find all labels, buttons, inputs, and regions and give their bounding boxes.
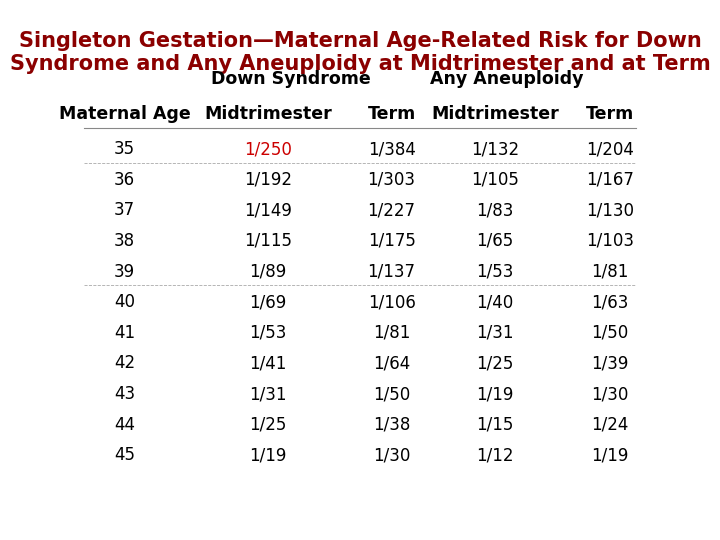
Text: 1/130: 1/130 — [586, 201, 634, 219]
Text: 1/53: 1/53 — [249, 324, 287, 342]
Text: 1/167: 1/167 — [586, 171, 634, 189]
Text: 1/250: 1/250 — [244, 140, 292, 158]
Text: 1/132: 1/132 — [471, 140, 519, 158]
Text: 1/103: 1/103 — [586, 232, 634, 250]
Text: 1/40: 1/40 — [477, 293, 513, 311]
Text: 1/64: 1/64 — [373, 354, 410, 373]
Text: 1/31: 1/31 — [249, 385, 287, 403]
Text: 1/19: 1/19 — [249, 447, 287, 464]
Text: 1/106: 1/106 — [368, 293, 415, 311]
Text: 1/115: 1/115 — [244, 232, 292, 250]
Text: 45: 45 — [114, 447, 135, 464]
Text: 43: 43 — [114, 385, 135, 403]
Text: 36: 36 — [114, 171, 135, 189]
Text: 1/81: 1/81 — [373, 324, 410, 342]
Text: 1/175: 1/175 — [368, 232, 415, 250]
Text: Singleton Gestation—Maternal Age-Related Risk for Down
Syndrome and Any Aneuploi: Singleton Gestation—Maternal Age-Related… — [9, 31, 711, 74]
Text: 1/149: 1/149 — [244, 201, 292, 219]
Text: 1/24: 1/24 — [591, 416, 629, 434]
Text: Midtrimester: Midtrimester — [431, 105, 559, 123]
Text: 1/15: 1/15 — [477, 416, 513, 434]
Text: 1/31: 1/31 — [476, 324, 514, 342]
Text: 1/41: 1/41 — [249, 354, 287, 373]
Text: 44: 44 — [114, 416, 135, 434]
Text: 1/53: 1/53 — [477, 262, 513, 281]
Text: 1/30: 1/30 — [591, 385, 629, 403]
Text: 35: 35 — [114, 140, 135, 158]
Text: 1/50: 1/50 — [591, 324, 629, 342]
Text: Maternal Age: Maternal Age — [58, 105, 190, 123]
Text: Term: Term — [367, 105, 415, 123]
Text: 40: 40 — [114, 293, 135, 311]
Text: Down Syndrome: Down Syndrome — [211, 70, 371, 88]
Text: 1/50: 1/50 — [373, 385, 410, 403]
Text: 1/83: 1/83 — [477, 201, 513, 219]
Text: 1/81: 1/81 — [591, 262, 629, 281]
Text: 39: 39 — [114, 262, 135, 281]
Text: Term: Term — [586, 105, 634, 123]
Text: 1/19: 1/19 — [477, 385, 513, 403]
Text: 1/105: 1/105 — [471, 171, 519, 189]
Text: Any Aneuploidy: Any Aneuploidy — [430, 70, 583, 88]
Text: 1/30: 1/30 — [373, 447, 410, 464]
Text: 42: 42 — [114, 354, 135, 373]
Text: 1/39: 1/39 — [591, 354, 629, 373]
Text: 1/137: 1/137 — [368, 262, 415, 281]
Text: 1/25: 1/25 — [249, 416, 287, 434]
Text: Midtrimester: Midtrimester — [204, 105, 332, 123]
Text: 37: 37 — [114, 201, 135, 219]
Text: 1/227: 1/227 — [368, 201, 415, 219]
Text: 1/12: 1/12 — [476, 447, 514, 464]
Text: 1/65: 1/65 — [477, 232, 513, 250]
Text: 1/303: 1/303 — [368, 171, 415, 189]
Text: 1/384: 1/384 — [368, 140, 415, 158]
Text: 1/89: 1/89 — [249, 262, 287, 281]
Text: 1/25: 1/25 — [477, 354, 513, 373]
Text: 1/69: 1/69 — [249, 293, 287, 311]
Text: 1/19: 1/19 — [591, 447, 629, 464]
Text: 38: 38 — [114, 232, 135, 250]
Text: 1/192: 1/192 — [244, 171, 292, 189]
Text: 41: 41 — [114, 324, 135, 342]
Text: 1/204: 1/204 — [586, 140, 634, 158]
Text: 1/63: 1/63 — [591, 293, 629, 311]
Text: 1/38: 1/38 — [373, 416, 410, 434]
